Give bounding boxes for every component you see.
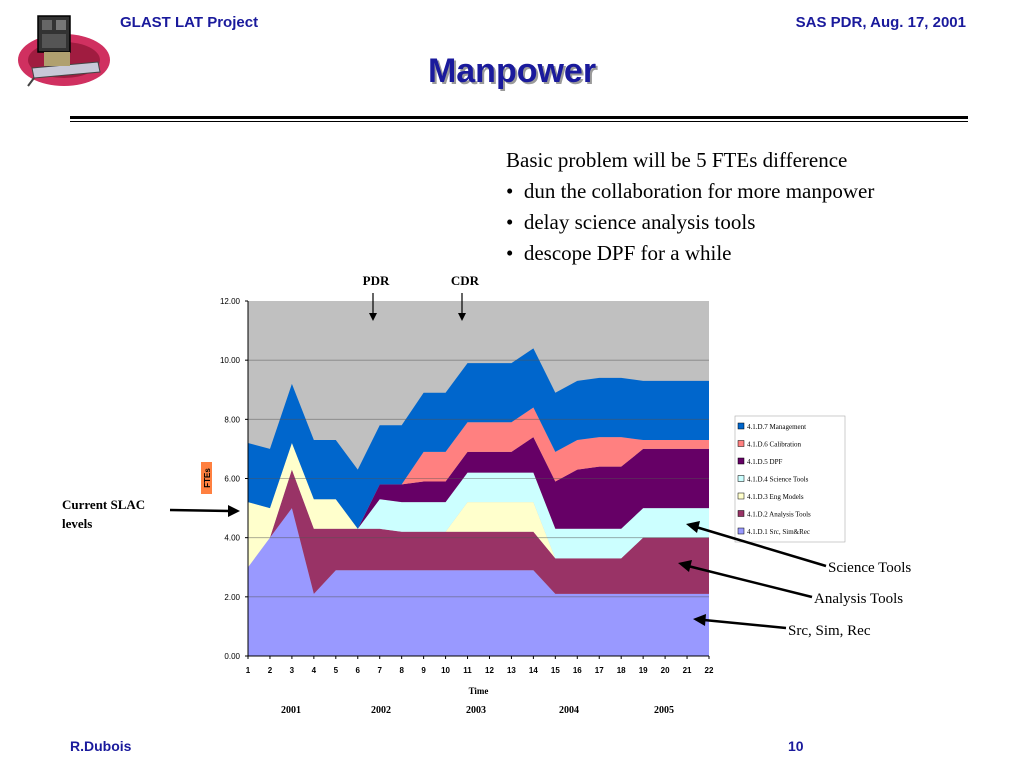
x-tick-label: 22 <box>705 666 714 675</box>
legend-swatch <box>737 492 745 500</box>
legend-label: 4.1.D.3 Eng Models <box>747 493 804 501</box>
cdr-label: CDR <box>451 273 480 288</box>
bullet-block: Basic problem will be 5 FTEs difference … <box>506 145 874 269</box>
legend-label: 4.1.D.6 Calibration <box>747 441 802 449</box>
x-tick-label: 13 <box>507 666 516 675</box>
title-rule <box>70 116 968 119</box>
x-tick-label: 7 <box>377 666 382 675</box>
x-tick-label: 5 <box>334 666 339 675</box>
y-tick-label: 4.00 <box>224 534 240 543</box>
x-tick-label: 2 <box>268 666 273 675</box>
pdr-arrowhead <box>369 313 377 321</box>
area-series-7 <box>248 348 709 529</box>
year-label: 2005 <box>654 705 674 716</box>
bullet-intro: Basic problem will be 5 FTEs difference <box>506 148 848 172</box>
legend-swatch <box>737 457 745 465</box>
x-tick-label: 4 <box>312 666 317 675</box>
science-tools-arrow <box>695 525 827 568</box>
x-tick-label: 18 <box>617 666 626 675</box>
y-tick-label: 8.00 <box>224 415 240 424</box>
bullet-text: delay science analysis tools <box>523 210 756 234</box>
bullet-item: • delay science analysis tools <box>506 210 756 234</box>
area-series-5 <box>248 437 709 529</box>
current-slac-arrow <box>169 508 231 513</box>
legend-label: 4.1.D.4 Science Tools <box>747 476 809 484</box>
x-tick-label: 21 <box>683 666 692 675</box>
analysis-tools-label: Analysis Tools <box>814 591 903 607</box>
science-tools-arrowhead <box>686 521 700 533</box>
analysis-tools-arrowhead <box>678 560 692 572</box>
x-tick-label: 9 <box>421 666 426 675</box>
x-tick-label: 20 <box>661 666 670 675</box>
y-tick-label: 12.00 <box>220 297 241 306</box>
year-label: 2002 <box>371 705 391 716</box>
legend-swatch <box>737 527 745 535</box>
x-tick-label: 12 <box>485 666 494 675</box>
legend-swatch <box>737 440 745 447</box>
legend-label: 4.1.D.5 DPF <box>747 458 783 466</box>
legend-box <box>734 415 846 543</box>
x-tick-label: 19 <box>639 666 648 675</box>
bullet-item: • dun the collaboration for more manpowe… <box>506 179 875 203</box>
area-series-4 <box>248 443 709 559</box>
x-tick-label: 11 <box>463 666 472 675</box>
analysis-tools-arrow <box>687 564 813 599</box>
x-tick-label: 6 <box>356 666 361 675</box>
src-sim-rec-arrowhead <box>693 614 706 626</box>
pdr-label: PDR <box>363 273 390 288</box>
y-tick-label: 10.00 <box>220 356 241 365</box>
x-tick-label: 17 <box>595 666 604 675</box>
legend-label: 4.1.D.7 Management <box>747 423 806 431</box>
bullet-text: dun the collaboration for more manpower <box>523 179 875 203</box>
year-label: 2004 <box>559 705 579 716</box>
legend-swatch <box>737 422 745 430</box>
year-label: 2001 <box>281 705 301 716</box>
x-tick-label: 1 <box>246 666 251 675</box>
y-tick-label: 0.00 <box>224 652 240 661</box>
current-slac-label: levels <box>62 516 92 531</box>
current-slac-arrowhead <box>228 505 240 517</box>
legend-label: 4.1.D.2 Analysis Tools <box>747 511 811 519</box>
y-tick-label: 6.00 <box>224 475 240 484</box>
src-sim-rec-label: Src, Sim, Rec <box>788 623 871 639</box>
legend-label: 4.1.D.1 Src, Sim&Rec <box>747 528 810 536</box>
x-axis-label: Time <box>469 686 489 696</box>
area-series-3 <box>248 443 709 568</box>
legend-swatch <box>737 475 745 482</box>
area-series-1 <box>248 508 709 656</box>
bullet-item: • descope DPF for a while <box>506 241 732 265</box>
header-date: SAS PDR, Aug. 17, 2001 <box>795 14 966 31</box>
footer-author: R.Dubois <box>70 738 132 754</box>
bullet-text: descope DPF for a while <box>523 241 732 265</box>
area-series-6 <box>248 407 709 529</box>
header-project: GLAST LAT Project <box>120 14 259 31</box>
y-axis-label: FTEs <box>203 468 212 488</box>
year-label: 2003 <box>466 705 486 716</box>
current-slac-label: Current SLAC <box>62 497 145 512</box>
glast-logo <box>18 15 110 87</box>
y-axis-label-box <box>201 462 212 494</box>
title-rule-thin <box>70 121 968 122</box>
x-tick-label: 8 <box>399 666 404 675</box>
src-sim-rec-arrow <box>703 618 787 630</box>
x-tick-label: 10 <box>441 666 450 675</box>
legend-swatch <box>737 510 745 517</box>
page-number: 10 <box>788 738 804 754</box>
science-tools-label: Science Tools <box>828 560 911 576</box>
page-title: Manpower <box>427 52 597 90</box>
x-tick-label: 15 <box>551 666 560 675</box>
cdr-arrowhead <box>458 313 466 321</box>
y-tick-label: 2.00 <box>224 593 240 602</box>
x-tick-label: 14 <box>529 666 538 675</box>
x-tick-label: 3 <box>290 666 295 675</box>
x-tick-label: 16 <box>573 666 582 675</box>
